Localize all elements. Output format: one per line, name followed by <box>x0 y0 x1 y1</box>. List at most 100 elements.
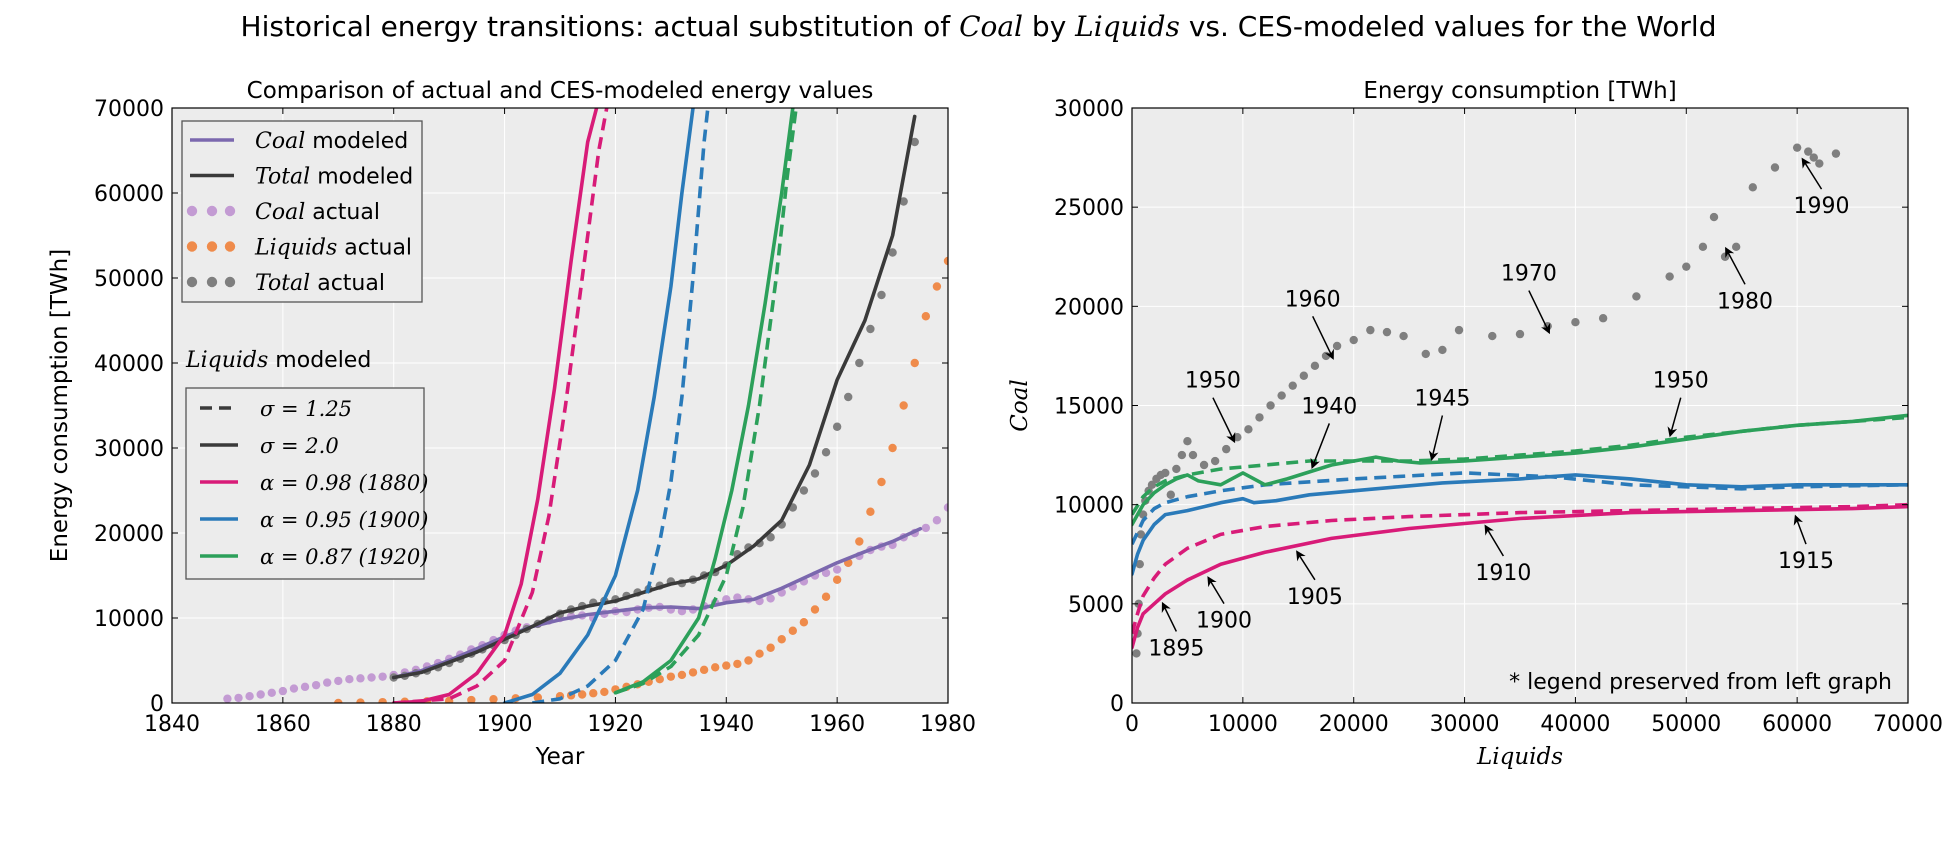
actual-point <box>1310 361 1320 371</box>
liquids_actual-point <box>489 694 498 703</box>
y-tick-label: 70000 <box>94 97 164 122</box>
total_actual-point <box>832 422 842 431</box>
liquids_actual-point <box>855 537 864 546</box>
annotation-arrow <box>1212 397 1236 444</box>
liquids_actual-point <box>699 665 709 675</box>
liquids_actual-point <box>733 659 742 669</box>
figure-title: Historical energy transitions: actual su… <box>0 10 1957 43</box>
annotation-label: 1960 <box>1285 287 1341 312</box>
legend-title-text: modeled <box>268 348 371 373</box>
annotation-arrow <box>1528 290 1551 335</box>
alpha_095_sigma_125-line <box>532 108 710 703</box>
liquids_actual-point <box>334 698 343 703</box>
chart-title: Energy consumption [TWh] <box>1363 78 1676 104</box>
coal_actual-point <box>334 676 343 686</box>
legend-math: Coal <box>255 129 305 154</box>
legend-marker <box>206 276 218 288</box>
annotation-arrow <box>1793 514 1807 545</box>
figure-title-suffix: vs. CES-modeled values for the World <box>1179 10 1717 43</box>
actual-point <box>1288 381 1297 390</box>
total_actual-point <box>877 290 886 300</box>
actual-point <box>1188 450 1198 460</box>
coal_modeled-line <box>391 527 923 680</box>
annotation-arrow <box>1296 550 1316 581</box>
annotation-label: 1945 <box>1414 387 1470 412</box>
annotation-arrow <box>1161 601 1178 632</box>
total_actual-point <box>821 448 831 457</box>
figure-title-prefix: Historical energy transitions: actual su… <box>240 10 960 43</box>
actual-point <box>1682 262 1691 271</box>
liquids_actual-point <box>688 668 698 677</box>
coal_actual-point <box>223 694 232 703</box>
y-tick-label: 0 <box>150 692 164 717</box>
liquids_actual-point <box>356 698 365 703</box>
actual-point <box>1515 329 1525 339</box>
liquids_actual-point <box>832 575 842 584</box>
x-tick-label: 1960 <box>809 712 865 737</box>
x-tick-label: 1940 <box>698 712 754 737</box>
liquids_actual-point <box>910 358 919 368</box>
legend-marker <box>224 205 236 217</box>
actual-point <box>1147 480 1157 490</box>
liquids_actual-point <box>788 626 797 635</box>
data-layer <box>1132 143 1908 658</box>
legend-marker <box>224 276 236 288</box>
actual-point <box>1132 649 1141 658</box>
liquids_actual-point <box>799 618 809 627</box>
coal_actual-point <box>832 565 842 574</box>
actual-point <box>1598 314 1608 323</box>
x-tick-label: 1840 <box>144 712 200 737</box>
liquids_actual-point <box>467 695 476 703</box>
y-tick-label: 15000 <box>1054 395 1124 420</box>
liquids_actual-point <box>888 443 897 453</box>
annotation-label: 1900 <box>1196 609 1252 634</box>
actual-point <box>1332 341 1342 351</box>
alpha_098_sigma_125-line <box>393 108 609 703</box>
legend-bottom-entry: α = 0.95 (1900) <box>260 508 428 532</box>
legend-text: actual <box>305 200 380 225</box>
total_modeled-line <box>391 114 917 680</box>
alpha_098_sigma_2-line <box>1132 504 1908 650</box>
actual-point <box>1366 325 1375 335</box>
coal_actual-point <box>932 516 942 525</box>
actual-point <box>1709 212 1719 222</box>
legend-bottom: Liquids modeled σ = 1.25 σ = 2.0 α = 0.98 (… <box>185 348 428 580</box>
x-tick-label: 70000 <box>1873 712 1943 737</box>
actual-point <box>1135 559 1144 569</box>
actual-point <box>1266 401 1275 410</box>
legend-marker <box>186 241 198 252</box>
liquids_actual-point <box>810 605 820 614</box>
annotation-label: 1905 <box>1287 585 1343 610</box>
liquids_actual-point <box>821 592 831 601</box>
annotation-label: 1910 <box>1475 561 1531 586</box>
coal_actual-point <box>766 594 775 603</box>
annotation-label: 1950 <box>1653 369 1709 394</box>
coal_actual-point <box>323 678 332 687</box>
y-tick-label: 40000 <box>94 352 164 377</box>
x-tick-label: 10000 <box>1208 712 1278 737</box>
total_actual-point <box>866 324 875 334</box>
legend-math: Coal <box>255 200 305 225</box>
actual-point <box>1222 444 1231 454</box>
actual-point <box>1177 450 1187 460</box>
annotation-label: 1950 <box>1185 369 1241 394</box>
legend-top-entry: Coal actual <box>255 200 380 225</box>
annotation-label: 1915 <box>1778 549 1834 574</box>
legend-text: modeled <box>310 165 413 190</box>
coal_actual-point <box>234 693 243 703</box>
x-tick-label: 40000 <box>1540 712 1610 737</box>
coal_actual-point <box>278 686 288 696</box>
x-tick-label: 20000 <box>1319 712 1389 737</box>
actual-point <box>1277 391 1286 400</box>
legend-marker <box>186 276 198 288</box>
actual-point <box>1382 327 1392 337</box>
x-tick-label: 30000 <box>1430 712 1500 737</box>
y-tick-label: 10000 <box>1054 494 1124 519</box>
y-tick-label: 0 <box>1110 692 1124 717</box>
total_actual-point <box>810 469 820 478</box>
x-axis-label: Year <box>535 744 585 770</box>
annotation-arrow <box>1207 576 1225 605</box>
actual-point <box>1809 153 1818 162</box>
liquids_actual-point <box>777 635 786 644</box>
